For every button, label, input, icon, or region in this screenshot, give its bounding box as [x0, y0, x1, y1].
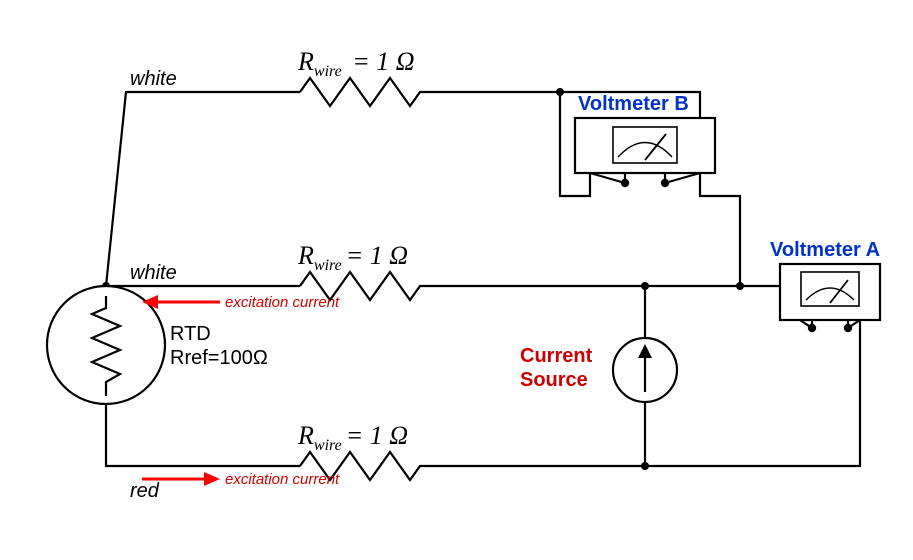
- rtd-label: RTD Rref=100Ω: [170, 323, 268, 369]
- current-source-line1: Current: [520, 345, 593, 367]
- r3-sub: wire: [314, 437, 342, 454]
- voltmeter-b-label: Voltmeter B: [578, 93, 689, 115]
- circuit-diagram: Rwire = 1 Ω Rwire= 1 Ω Rwire= 1 Ω white …: [0, 0, 913, 560]
- r3-value: = 1 Ω: [346, 421, 408, 450]
- r1-sub: wire: [314, 63, 342, 80]
- r2-value: = 1 Ω: [346, 241, 408, 270]
- current-source-label: Current Source: [520, 345, 593, 391]
- r3-name: R: [297, 421, 314, 450]
- svg-text:Rwire= 1 Ω: Rwire= 1 Ω: [297, 421, 408, 454]
- current-source-line2: Source: [520, 369, 588, 391]
- resistor-r2-label: Rwire= 1 Ω: [297, 241, 408, 274]
- resistor-r3-label: Rwire= 1 Ω: [297, 421, 408, 454]
- wire-bottom: [106, 320, 860, 480]
- resistor-r1-label: Rwire = 1 Ω: [297, 47, 415, 80]
- wire-color-top: white: [130, 68, 177, 90]
- excitation-label-bottom: excitation current: [225, 471, 340, 488]
- excitation-arrow-top: [142, 295, 220, 309]
- svg-text:Rwire = 1 Ω: Rwire = 1 Ω: [297, 47, 415, 80]
- wire-color-middle: white: [130, 262, 177, 284]
- wire-middle: [106, 173, 800, 338]
- voltmeter-b: [575, 118, 715, 187]
- r2-name: R: [297, 241, 314, 270]
- svg-text:Rwire= 1 Ω: Rwire= 1 Ω: [297, 241, 408, 274]
- current-source: [613, 338, 677, 402]
- r1-name: R: [297, 47, 314, 76]
- rtd-line1: RTD: [170, 323, 211, 345]
- wire-color-bottom: red: [130, 480, 160, 502]
- r2-sub: wire: [314, 257, 342, 274]
- voltmeter-a-label: Voltmeter A: [770, 239, 880, 261]
- voltmeter-a: [780, 264, 880, 332]
- rtd-line2: Rref=100Ω: [170, 347, 268, 369]
- excitation-label-top: excitation current: [225, 294, 340, 311]
